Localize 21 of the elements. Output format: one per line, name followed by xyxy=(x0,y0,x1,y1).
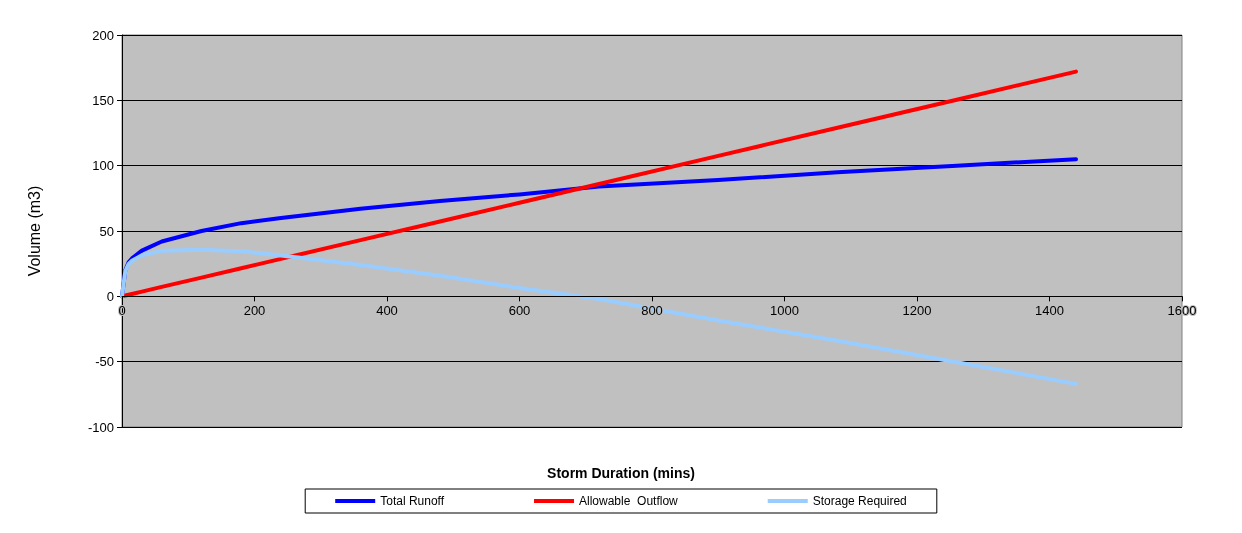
x-tick-label: 200 xyxy=(243,303,266,319)
y-tick-label: 50 xyxy=(99,223,114,239)
y-tick-label: 0 xyxy=(106,288,114,304)
legend-label: Storage Required xyxy=(812,494,907,508)
x-tick-label: 800 xyxy=(641,303,663,319)
line-series xyxy=(120,247,1078,386)
x-tick-label: 600 xyxy=(508,303,531,319)
y-tick-label: 100 xyxy=(92,158,114,174)
y-tick-label: 150 xyxy=(92,92,114,108)
legend-label: Allowable Outflow xyxy=(579,494,679,508)
x-tick-label: 1600 xyxy=(1167,303,1197,319)
x-axis-title: Storm Duration (mins) xyxy=(547,465,695,481)
legend-label: Total Runoff xyxy=(380,494,445,508)
x-tick-label: 1400 xyxy=(1035,303,1064,319)
y-tick-label: -100 xyxy=(87,419,114,435)
x-tick-label: 1200 xyxy=(902,303,932,319)
y-tick-label: -50 xyxy=(95,354,114,370)
y-tick-label: 200 xyxy=(92,27,114,43)
x-tick-label: 400 xyxy=(376,303,398,319)
y-axis-title: Volume (m3) xyxy=(25,185,43,277)
x-tick-label: 1000 xyxy=(770,303,799,319)
